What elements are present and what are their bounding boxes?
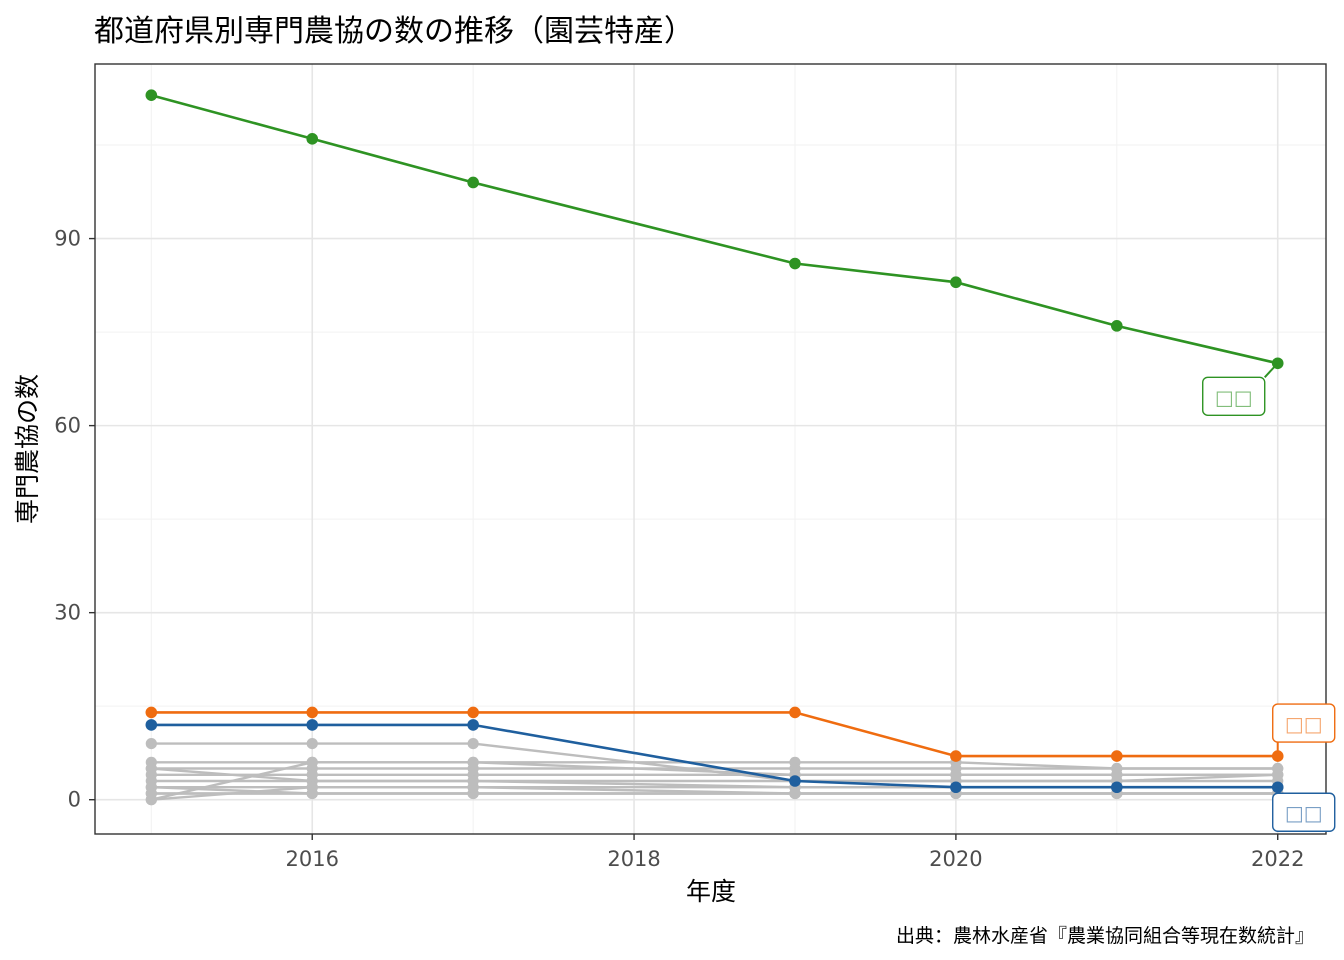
background-series-point xyxy=(306,756,318,768)
background-series-point xyxy=(467,781,479,793)
highlight-series-3-point xyxy=(950,781,962,794)
end-label-text: □□ xyxy=(1285,801,1323,825)
highlight-series-2-point xyxy=(145,706,158,719)
highlight-series-1-line xyxy=(150,93,1278,365)
highlight-series-2-point xyxy=(1111,750,1123,762)
background-series-point xyxy=(1111,769,1123,781)
chart-title: 都道府県別専門農協の数の推移（園芸特産） xyxy=(94,14,694,49)
highlight-series-3-point xyxy=(467,719,479,731)
highlight-series-2-point xyxy=(789,706,801,719)
background-series-point xyxy=(145,794,157,806)
highlight-series-1-point xyxy=(306,133,319,145)
y-axis-title: 専門農協の数 xyxy=(13,374,42,524)
highlight-series-1-point xyxy=(1111,320,1123,332)
highlight-series-1-point xyxy=(467,176,479,189)
background-series-point xyxy=(1272,769,1284,781)
chart-caption: 出典：農林水産省『農業協同組合等現在数統計』 xyxy=(896,925,1314,947)
plot-border xyxy=(94,63,1327,835)
highlight-series-1-point xyxy=(789,257,801,270)
grid-layer xyxy=(95,64,1326,834)
highlight-series-3-point xyxy=(306,719,319,731)
background-series-point xyxy=(306,737,318,750)
end-label-box xyxy=(1272,703,1336,743)
highlight-series-1-point xyxy=(145,89,158,101)
end-label-text: □□ xyxy=(1285,712,1323,736)
x-tick-label: 2022 xyxy=(1251,847,1304,871)
highlight-series-3-point xyxy=(1111,781,1123,794)
background-series-point xyxy=(145,737,157,750)
highlight-series-3-point xyxy=(145,719,158,731)
background-series-point xyxy=(306,781,318,793)
highlight-series-2-line xyxy=(151,711,1278,758)
highlight-series-2-point xyxy=(467,706,479,719)
background-series-point xyxy=(467,737,479,750)
highlight-series-2-point xyxy=(950,750,962,762)
background-series-point xyxy=(789,787,801,800)
y-tick-label: 0 xyxy=(68,788,81,812)
end-label-box xyxy=(1272,792,1336,832)
x-tick-label: 2018 xyxy=(607,847,660,871)
end-label-text: □□ xyxy=(1215,385,1253,409)
background-series-point xyxy=(467,756,479,768)
y-tick-label: 30 xyxy=(54,601,81,625)
tick-layer: 2016 2018 2020 2022 0 30 60 90 xyxy=(54,227,1304,871)
end-label-layer: □□ □□ □□ xyxy=(1202,362,1336,832)
highlight-series-2-point xyxy=(306,706,319,719)
x-tick-label: 2020 xyxy=(929,847,982,871)
series-layer xyxy=(145,89,1284,806)
highlight-series-1-point xyxy=(950,276,962,289)
y-tick-label: 60 xyxy=(54,414,81,438)
end-label-connector xyxy=(1263,362,1279,378)
background-series-point xyxy=(950,769,962,781)
y-tick-label: 90 xyxy=(54,227,81,251)
highlight-series-3-point xyxy=(789,775,801,787)
end-label-box xyxy=(1202,376,1266,416)
x-tick-label: 2016 xyxy=(286,847,339,871)
x-axis-title: 年度 xyxy=(686,877,736,906)
